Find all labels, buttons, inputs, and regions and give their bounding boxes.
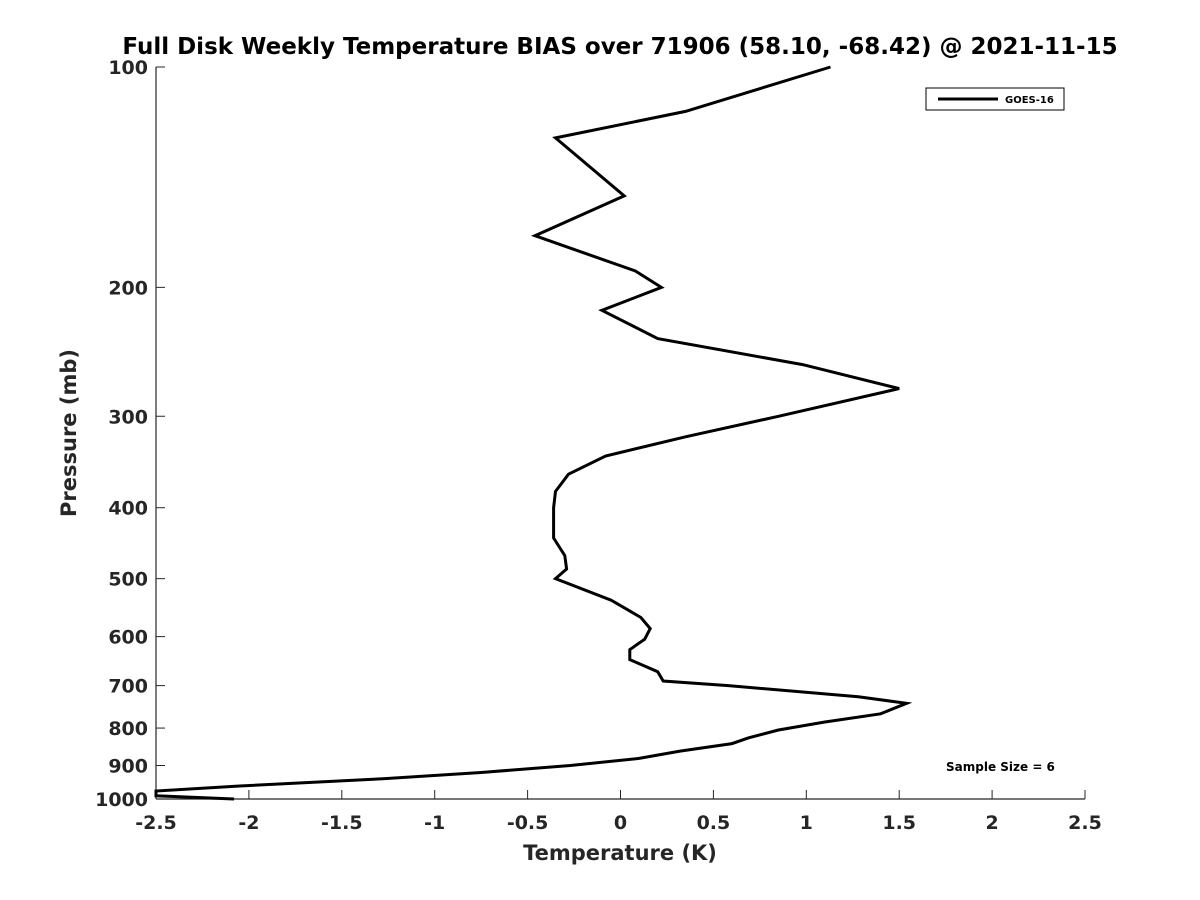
x-tick-label: -0.5: [507, 812, 549, 834]
x-tick-label: -2: [238, 812, 259, 834]
y-tick-label: 900: [108, 756, 148, 778]
x-tick-label: 0: [614, 812, 627, 834]
x-tick-label: 0.5: [697, 812, 731, 834]
x-tick-label: 1.5: [882, 812, 916, 834]
x-tick-label: 2: [985, 812, 998, 834]
y-tick-label: 600: [108, 627, 148, 649]
y-tick-label: 500: [108, 569, 148, 591]
y-tick-label: 1000: [95, 789, 148, 811]
y-tick-label: 300: [108, 406, 148, 428]
x-tick-label: -1.5: [321, 812, 363, 834]
x-tick-label: -1: [424, 812, 445, 834]
plot-axes: [155, 67, 1085, 800]
y-axis-label: Pressure (mb): [57, 349, 81, 517]
legend-label-goes-16: GOES-16: [1005, 95, 1054, 106]
legend: GOES-16: [925, 87, 1065, 111]
y-tick-label: 800: [108, 718, 148, 740]
y-axis-ticks: 100 200 300 400 500 600 700 800 900 1000: [95, 57, 165, 811]
chart-title: Full Disk Weekly Temperature BIAS over 7…: [122, 34, 1117, 60]
series-layer: [154, 65, 913, 801]
x-axis-ticks: -2.5 -2 -1.5 -1 -0.5 0 0.5 1 1.5 2 2.5: [135, 790, 1102, 834]
y-tick-label: 100: [108, 57, 148, 79]
series-line-goes-16: [154, 65, 913, 801]
sample-size-annotation: Sample Size = 6: [946, 760, 1055, 774]
y-tick-label: 400: [108, 498, 148, 520]
y-tick-label: 200: [108, 277, 148, 299]
x-tick-label: 1: [800, 812, 813, 834]
y-tick-label: 700: [108, 676, 148, 698]
x-tick-label: -2.5: [135, 812, 177, 834]
x-axis-label: Temperature (K): [523, 841, 717, 865]
x-tick-label: 2.5: [1068, 812, 1102, 834]
